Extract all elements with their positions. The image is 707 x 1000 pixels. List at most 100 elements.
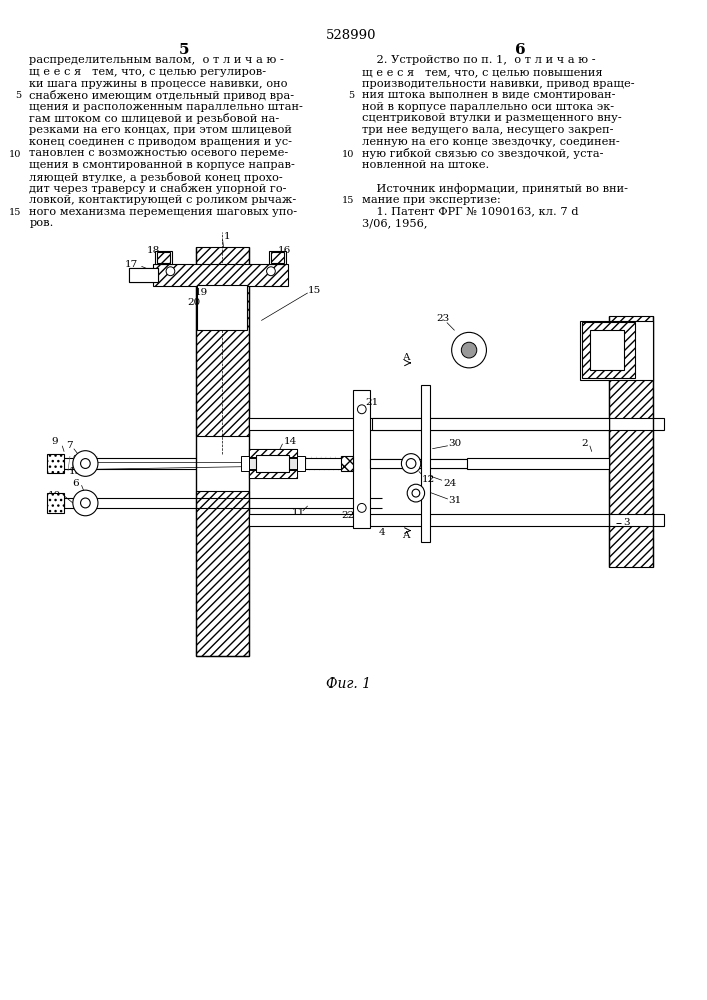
Text: ров.: ров. [30,218,54,228]
Text: 16: 16 [278,246,291,255]
Text: 10: 10 [341,150,354,159]
Circle shape [73,490,98,516]
Text: 21: 21 [366,398,379,407]
Bar [155,251,173,264]
Bar [249,514,665,526]
Text: 5: 5 [348,91,354,100]
Text: 14: 14 [284,437,297,446]
Text: производительности навивки, привод враще-: производительности навивки, привод враще… [362,79,634,89]
Bar [241,456,249,471]
Text: 2: 2 [582,439,588,448]
Text: 10: 10 [48,491,61,500]
Circle shape [81,459,90,468]
Text: 9: 9 [51,437,58,446]
Text: резками на его концах, при этом шлицевой: резками на его концах, при этом шлицевой [30,125,292,135]
Bar [373,418,609,430]
Text: 10: 10 [9,150,22,159]
Text: конец соединен с приводом вращения и ус-: конец соединен с приводом вращения и ус- [30,137,293,147]
Bar [297,456,305,471]
Text: 8: 8 [51,506,58,515]
Text: ной в корпусе параллельно оси штока эк-: ной в корпусе параллельно оси штока эк- [362,102,614,112]
Text: 31: 31 [448,496,461,505]
Text: 2. Устройство по п. 1,  о т л и ч а ю -: 2. Устройство по п. 1, о т л и ч а ю - [362,55,595,65]
Text: 12: 12 [422,475,435,484]
Text: 17: 17 [125,260,139,269]
Text: 24: 24 [443,479,456,488]
Text: 1: 1 [224,232,230,241]
Text: 22: 22 [341,511,355,520]
Text: 6: 6 [72,479,79,488]
Bar [197,285,247,330]
Text: гам штоком со шлицевой и резьбовой на-: гам штоком со шлицевой и резьбовой на- [30,113,279,124]
Text: ного механизма перемещения шаговых упо-: ного механизма перемещения шаговых упо- [30,207,298,217]
Text: щения и расположенным параллельно штан-: щения и расположенным параллельно штан- [30,102,303,112]
Text: щения в смонтированной в корпусе направ-: щения в смонтированной в корпусе направ- [30,160,296,170]
Text: 20: 20 [187,298,200,307]
Text: 15: 15 [308,286,321,295]
Text: ляющей втулке, а резьбовой конец прохо-: ляющей втулке, а резьбовой конец прохо- [30,172,283,183]
Bar [249,470,297,478]
Text: A: A [402,353,410,362]
Text: 30: 30 [448,439,461,448]
Text: тановлен с возможностью осевого переме-: тановлен с возможностью осевого переме- [30,148,288,158]
Bar [157,252,170,263]
Text: дит через траверсу и снабжен упорной го-: дит через траверсу и снабжен упорной го- [30,183,287,194]
Text: распределительным валом,  о т л и ч а ю -: распределительным валом, о т л и ч а ю - [30,55,284,65]
Bar [269,251,286,264]
Text: 3: 3 [624,518,631,527]
Text: ния штока выполнен в виде смонтирован-: ния штока выполнен в виде смонтирован- [362,90,615,100]
Text: 1. Патент ФРГ № 1090163, кл. 7 d: 1. Патент ФРГ № 1090163, кл. 7 d [362,207,578,217]
Circle shape [166,267,175,276]
Text: сцентриковой втулки и размещенного вну-: сцентриковой втулки и размещенного вну- [362,113,621,123]
Bar [580,321,653,380]
Text: 19: 19 [194,288,208,297]
Text: 18: 18 [146,246,160,255]
Text: ленную на его конце звездочку, соединен-: ленную на его конце звездочку, соединен- [362,137,619,147]
Circle shape [267,267,275,276]
Text: мание при экспертизе:: мание при экспертизе: [362,195,501,205]
Text: 3/06, 1956,: 3/06, 1956, [362,218,427,228]
Bar [249,418,665,430]
Bar [467,458,609,469]
Text: щ е е с я   тем, что, с целью регулиров-: щ е е с я тем, что, с целью регулиров- [30,67,267,77]
Circle shape [358,503,366,512]
Bar [305,458,353,469]
Circle shape [358,405,366,414]
Text: 11: 11 [291,508,305,517]
Bar [370,459,510,468]
Text: 4: 4 [379,528,385,537]
Text: A: A [402,531,410,540]
Bar [341,456,353,471]
Bar [590,330,624,370]
Text: 5: 5 [72,455,79,464]
Text: ную гибкой связью со звездочкой, уста-: ную гибкой связью со звездочкой, уста- [362,148,603,159]
Text: ловкой, контактирующей с роликом рычаж-: ловкой, контактирующей с роликом рычаж- [30,195,297,205]
Text: 5: 5 [179,43,189,57]
Text: 528990: 528990 [326,29,376,42]
Circle shape [452,332,486,368]
Bar [129,268,158,282]
Text: щ е е с я   тем, что, с целью повышения: щ е е с я тем, что, с целью повышения [362,67,602,77]
Bar [47,454,64,473]
Bar [202,285,242,330]
Text: Фиг. 1: Фиг. 1 [326,678,370,692]
Bar [196,491,249,656]
Bar [47,493,64,513]
Bar [249,449,297,478]
Bar [257,455,289,472]
Text: 15: 15 [341,196,354,205]
Bar [153,264,288,286]
Text: 6: 6 [515,43,525,57]
Text: 7: 7 [66,441,74,450]
Circle shape [412,489,420,497]
Bar [353,390,370,528]
Circle shape [402,454,421,473]
Text: три нее ведущего вала, несущего закреп-: три нее ведущего вала, несущего закреп- [362,125,613,135]
Bar [196,247,249,436]
Circle shape [462,342,477,358]
Bar [129,268,158,282]
Circle shape [407,484,425,502]
Text: 23: 23 [436,314,450,323]
Text: 15: 15 [9,208,22,217]
Circle shape [81,498,90,508]
